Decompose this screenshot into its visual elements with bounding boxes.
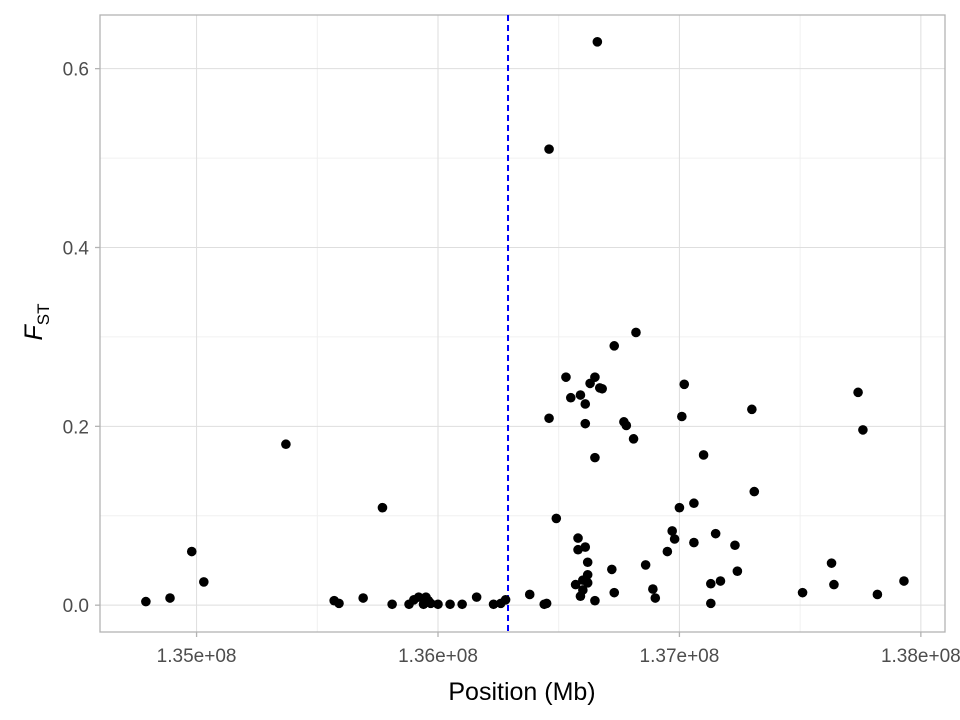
x-axis-title: Position (Mb) bbox=[448, 678, 595, 706]
data-point bbox=[858, 425, 868, 435]
x-tick-label: 1.38e+08 bbox=[881, 646, 960, 667]
data-point bbox=[689, 537, 699, 548]
data-point bbox=[706, 598, 716, 609]
data-point bbox=[565, 392, 576, 403]
data-point bbox=[607, 564, 617, 575]
data-point bbox=[199, 577, 209, 587]
data-point bbox=[580, 542, 591, 552]
data-point bbox=[609, 341, 620, 351]
y-tick-label: 0.2 bbox=[63, 417, 89, 438]
data-point bbox=[609, 587, 620, 598]
data-point bbox=[358, 593, 368, 603]
data-point bbox=[640, 560, 651, 570]
data-point bbox=[141, 596, 151, 607]
data-point bbox=[648, 584, 658, 594]
data-point bbox=[551, 513, 562, 524]
x-axis-ticks: 1.35e+08 1.36e+08 1.37e+08 1.38e+08 bbox=[157, 632, 960, 667]
data-point bbox=[677, 411, 687, 422]
y-tick-label: 0.4 bbox=[63, 238, 90, 259]
data-point bbox=[747, 404, 757, 415]
data-point bbox=[667, 526, 677, 536]
x-tick-label: 1.37e+08 bbox=[640, 646, 720, 667]
data-point bbox=[387, 599, 397, 610]
y-tick-label: 0.0 bbox=[63, 596, 89, 617]
data-point bbox=[488, 599, 499, 610]
data-point bbox=[590, 452, 600, 463]
data-point bbox=[165, 593, 175, 603]
data-point bbox=[590, 372, 600, 382]
data-point bbox=[715, 576, 726, 586]
y-axis-title: FST bbox=[20, 303, 53, 340]
data-point bbox=[621, 420, 632, 431]
data-point bbox=[445, 599, 455, 610]
data-point bbox=[433, 599, 443, 610]
data-point bbox=[281, 439, 291, 450]
y-axis-title-main: F bbox=[20, 324, 48, 341]
data-point bbox=[662, 546, 673, 557]
data-point bbox=[425, 598, 436, 609]
data-point bbox=[500, 595, 511, 605]
data-point bbox=[899, 576, 909, 586]
data-point bbox=[582, 557, 593, 568]
data-point bbox=[689, 498, 699, 509]
data-point bbox=[582, 569, 593, 580]
y-tick-label: 0.6 bbox=[63, 60, 89, 81]
data-point bbox=[413, 592, 424, 602]
data-point bbox=[797, 587, 808, 598]
major-gridlines bbox=[100, 15, 945, 632]
data-point bbox=[582, 578, 593, 588]
data-point bbox=[573, 544, 583, 555]
data-points bbox=[141, 37, 909, 610]
data-point bbox=[570, 579, 581, 590]
panel-border bbox=[99, 14, 946, 633]
data-point bbox=[674, 502, 685, 513]
data-point bbox=[679, 379, 690, 390]
data-point bbox=[457, 599, 467, 610]
data-point bbox=[628, 434, 639, 444]
data-point bbox=[710, 528, 721, 539]
data-point bbox=[334, 598, 344, 609]
y-axis-ticks: 0.0 0.2 0.4 0.6 bbox=[63, 60, 100, 617]
data-point bbox=[186, 546, 197, 557]
data-point bbox=[578, 585, 588, 595]
data-point bbox=[590, 595, 600, 606]
data-point bbox=[631, 327, 641, 338]
data-point bbox=[471, 592, 482, 602]
data-point bbox=[544, 144, 554, 154]
x-tick-label: 1.36e+08 bbox=[398, 646, 478, 667]
data-point bbox=[853, 387, 863, 398]
data-point bbox=[706, 578, 716, 589]
x-tick-label: 1.35e+08 bbox=[157, 646, 237, 667]
data-point bbox=[872, 589, 883, 600]
data-point bbox=[749, 486, 760, 497]
data-point bbox=[730, 540, 740, 551]
data-point bbox=[597, 383, 607, 394]
data-point bbox=[377, 502, 388, 513]
data-point bbox=[829, 579, 839, 590]
data-point bbox=[669, 534, 680, 544]
data-point bbox=[573, 533, 583, 543]
data-point bbox=[826, 558, 837, 568]
minor-gridlines bbox=[100, 15, 945, 632]
data-point bbox=[575, 390, 586, 400]
data-point bbox=[580, 418, 591, 429]
data-point bbox=[650, 593, 661, 603]
data-point bbox=[698, 450, 709, 460]
data-point bbox=[732, 566, 743, 576]
y-axis-title-subscript: ST bbox=[34, 303, 53, 325]
data-point bbox=[541, 598, 552, 609]
data-point bbox=[592, 37, 603, 47]
data-point bbox=[580, 399, 591, 409]
data-point bbox=[561, 372, 571, 382]
data-point bbox=[524, 589, 535, 600]
data-point bbox=[544, 413, 554, 424]
